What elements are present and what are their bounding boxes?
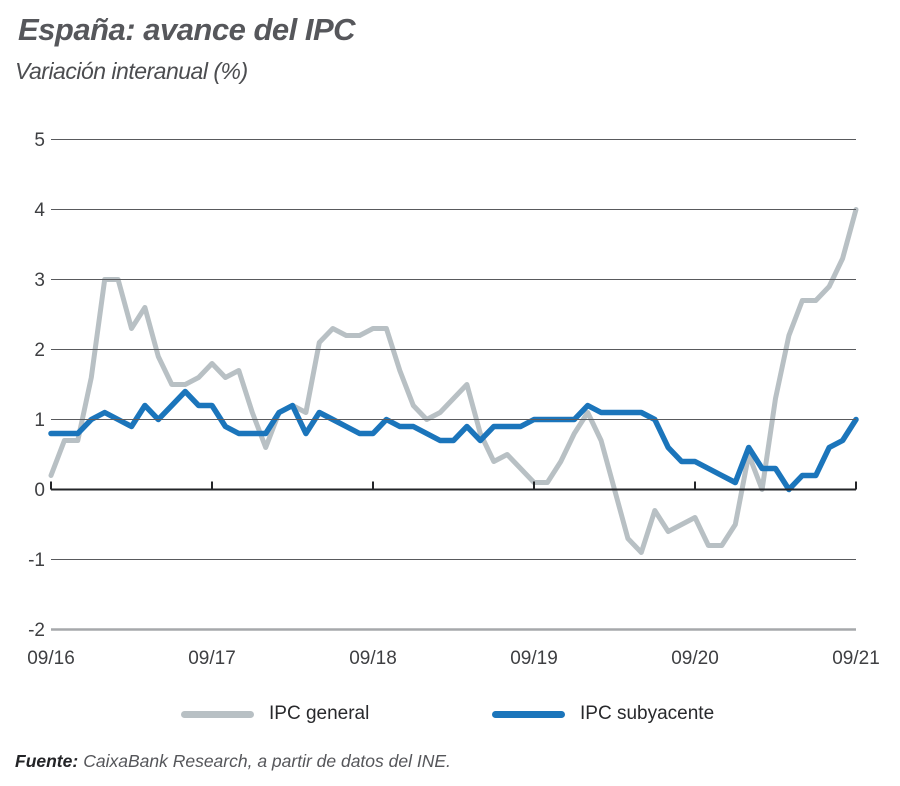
source-label: Fuente:: [15, 751, 79, 771]
legend-item-ipc-general: IPC general: [181, 702, 369, 726]
y-axis-label: -1: [28, 550, 45, 571]
legend-item-ipc-subyacente: IPC subyacente: [492, 702, 714, 726]
y-axis-label: 2: [34, 340, 45, 361]
source-note: Fuente: CaixaBank Research, a partir de d…: [15, 751, 451, 772]
source-text: CaixaBank Research, a partir de datos de…: [83, 751, 451, 771]
x-axis-label: 09/18: [349, 648, 397, 669]
page-subtitle: Variación interanual (%): [15, 58, 248, 84]
y-axis-label: 3: [34, 270, 45, 291]
y-axis-label: 5: [34, 130, 45, 151]
series-line-ipc-subyacente: [48, 388, 859, 493]
legend-swatch-ipc-general: [181, 710, 254, 718]
x-axis-label: 09/20: [671, 648, 719, 669]
y-axis-label: 1: [34, 410, 45, 431]
page-title: España: avance del IPC: [18, 12, 356, 47]
x-axis-label: 09/19: [510, 648, 558, 669]
x-axis-label: 09/21: [832, 648, 880, 669]
x-axis-label: 09/17: [188, 648, 236, 669]
y-axis-label: -2: [28, 620, 45, 641]
y-axis-label: 4: [34, 200, 45, 221]
legend-swatch-ipc-subyacente: [492, 710, 565, 718]
legend-label-ipc-subyacente: IPC subyacente: [580, 703, 715, 724]
legend-label-ipc-general: IPC general: [269, 703, 370, 724]
y-axis-label: 0: [34, 480, 45, 501]
x-axis-label: 09/16: [27, 648, 75, 669]
series-line-ipc-general: [48, 207, 859, 555]
